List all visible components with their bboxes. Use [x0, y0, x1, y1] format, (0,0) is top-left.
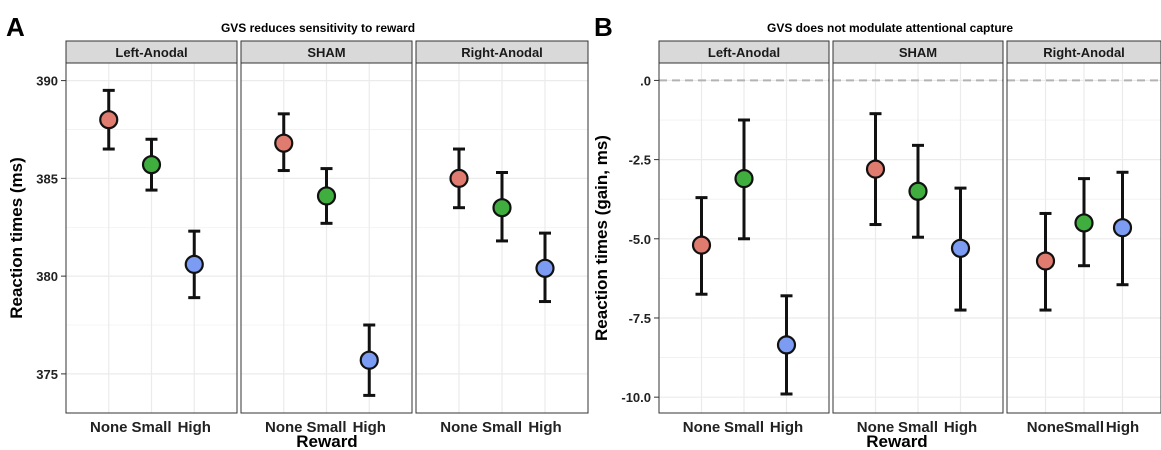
x-tick-label: High: [944, 419, 977, 436]
data-point-high: [776, 335, 797, 355]
x-tick-label: Small: [482, 419, 522, 436]
data-point-high: [950, 238, 971, 258]
data-point-small: [316, 186, 337, 206]
panel-border: [658, 62, 830, 414]
facet-label: SHAM: [899, 45, 937, 60]
data-point-high: [359, 350, 379, 370]
data-point-none: [274, 133, 294, 153]
facet-label: Left-Anodal: [115, 45, 187, 60]
data-point-small: [141, 155, 162, 175]
data-point-small: [908, 181, 928, 201]
facet-left-anodal: Left-Anodal None Small High: [658, 40, 830, 436]
facet-right-anodal: Right-Anodal None Small High: [415, 40, 589, 436]
panel-border: [1006, 62, 1161, 414]
x-tick-label: Small: [1064, 419, 1104, 436]
x-tick-label: High: [178, 419, 211, 436]
data-point-small: [492, 198, 512, 218]
y-tick-label: -10.0: [621, 390, 651, 405]
chart-title: GVS reduces sensitivity to reward: [221, 21, 415, 35]
x-axis-title: Reward: [296, 432, 357, 450]
x-tick-label: Small: [898, 419, 938, 436]
x-axis-title: Reward: [866, 432, 927, 450]
data-point-small: [734, 169, 754, 189]
y-tick-label: .0: [640, 73, 651, 88]
chart-panel-a: A GVS reduces sensitivity to reward Reacti…: [6, 12, 589, 450]
facet-right-anodal: Right-Anodal None Small High: [1006, 40, 1161, 436]
facet-label: Right-Anodal: [461, 45, 543, 60]
y-tick-label: 380: [36, 269, 58, 284]
panel-letter: B: [594, 12, 613, 42]
y-tick-label: 385: [36, 171, 58, 186]
data-point-high: [535, 258, 555, 278]
y-tick-label: -7.5: [629, 311, 651, 326]
data-point-none: [99, 110, 119, 130]
x-tick-label: High: [353, 419, 386, 436]
x-tick-label: Small: [724, 419, 764, 436]
data-point-none: [865, 159, 886, 179]
facet-sham: SHAM None Small High: [240, 40, 413, 436]
panel-border: [415, 62, 589, 414]
y-tick-label: -2.5: [629, 153, 651, 168]
panel-border: [832, 62, 1004, 414]
facet-label: SHAM: [307, 45, 345, 60]
data-point-none: [1035, 251, 1056, 271]
panel-border: [65, 62, 238, 414]
data-point-high: [1112, 218, 1133, 238]
chart-panel-b: B GVS does not modulate attentional captu…: [592, 12, 1161, 450]
x-tick-label: None: [1027, 419, 1065, 436]
y-tick-label: -5.0: [629, 232, 651, 247]
facet-label: Right-Anodal: [1043, 45, 1125, 60]
x-tick-label: High: [528, 419, 561, 436]
data-point-high: [184, 254, 204, 274]
data-point-none: [449, 168, 469, 188]
panel-letter: A: [6, 12, 25, 42]
facet-left-anodal: Left-Anodal None Small High: [65, 40, 238, 436]
y-tick-label: 390: [36, 74, 58, 89]
y-axis-title: Reaction times (gain, ms): [592, 135, 611, 341]
y-tick-label: 375: [36, 367, 58, 382]
x-tick-label: High: [770, 419, 803, 436]
x-tick-label: High: [1106, 419, 1139, 436]
panel-border: [240, 62, 413, 414]
chart-title: GVS does not modulate attentional captur…: [767, 21, 1013, 35]
data-point-small: [1074, 213, 1094, 233]
x-tick-label: None: [683, 419, 721, 436]
x-tick-label: None: [440, 419, 478, 436]
facet-label: Left-Anodal: [708, 45, 780, 60]
y-axis-title: Reaction times (ms): [7, 157, 26, 319]
x-tick-label: Small: [306, 419, 346, 436]
data-point-none: [691, 235, 712, 255]
x-tick-label: None: [90, 419, 128, 436]
facet-sham: SHAM None Small High: [832, 40, 1004, 436]
x-tick-label: Small: [131, 419, 171, 436]
x-tick-label: None: [857, 419, 895, 436]
x-tick-label: None: [265, 419, 303, 436]
